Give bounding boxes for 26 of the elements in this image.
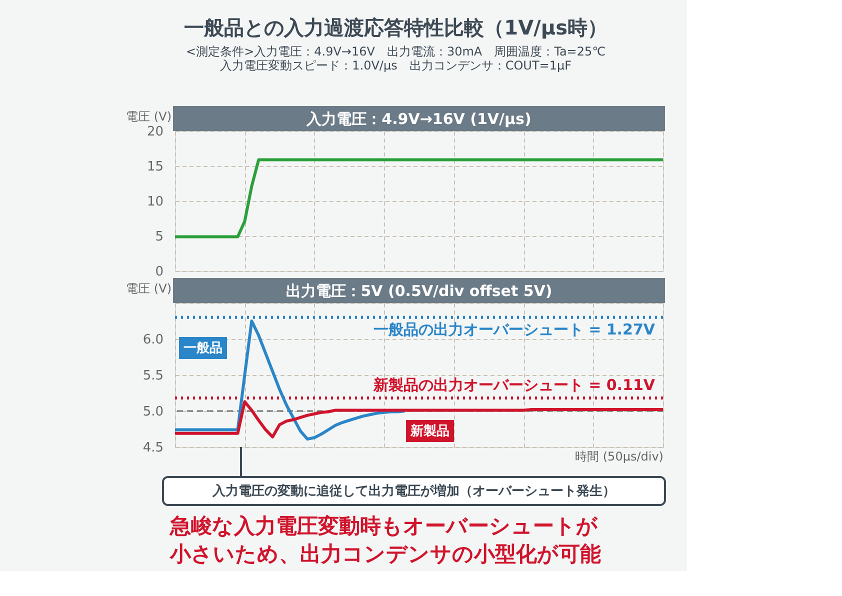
y-tick-label: 4.5 (142, 440, 164, 456)
text: 急峻な入力電圧変動時もオーバーシュートが (169, 514, 598, 538)
chart-title: 出力電圧：5V (0.5V/div offset 5V) (286, 282, 552, 300)
text: <測定条件>入力電圧：4.9V→16V 出力電流：30mA 周囲温度：Ta=25℃ (186, 44, 606, 58)
chart-title: 入力電圧：4.9V→16V (1V/µs) (306, 110, 532, 128)
y-tick-label: 15 (146, 160, 164, 174)
line-series (175, 400, 663, 438)
text: 小さいため、出力コンデンサの小型化が可能 (169, 542, 601, 566)
text: 一般品との入力過渡応答特性比較（1V/µs時） (184, 16, 608, 40)
y-tick-label: 10 (146, 194, 164, 210)
y-tick-label: 5 (155, 230, 164, 244)
series-label: 新製品 (410, 423, 450, 439)
y-tick-label: 20 (146, 124, 164, 140)
y-axis-title: 電圧 (V) (126, 110, 172, 124)
y-tick-label: 5.0 (142, 404, 164, 420)
y-tick-label: 5.5 (142, 368, 164, 384)
text: 入力電圧変動スピード：1.0V/µs 出力コンデンサ：COUT=1µF (220, 58, 572, 72)
y-axis-title: 電圧 (V) (126, 282, 172, 296)
line-series (175, 158, 663, 238)
annotation: 新製品の出力オーバーシュート = 0.11V (372, 376, 656, 394)
y-tick-label: 6.0 (142, 332, 164, 348)
annotation: 一般品の出力オーバーシュート = 1.27V (373, 320, 656, 338)
y-tick-label: 0 (155, 264, 164, 280)
text: 入力電圧の変動に追従して出力電圧が増加（オーバーシュート発生） (212, 483, 616, 499)
series-label: 一般品 (184, 341, 222, 356)
x-axis-title: 時間 (50µs/div) (575, 450, 664, 464)
